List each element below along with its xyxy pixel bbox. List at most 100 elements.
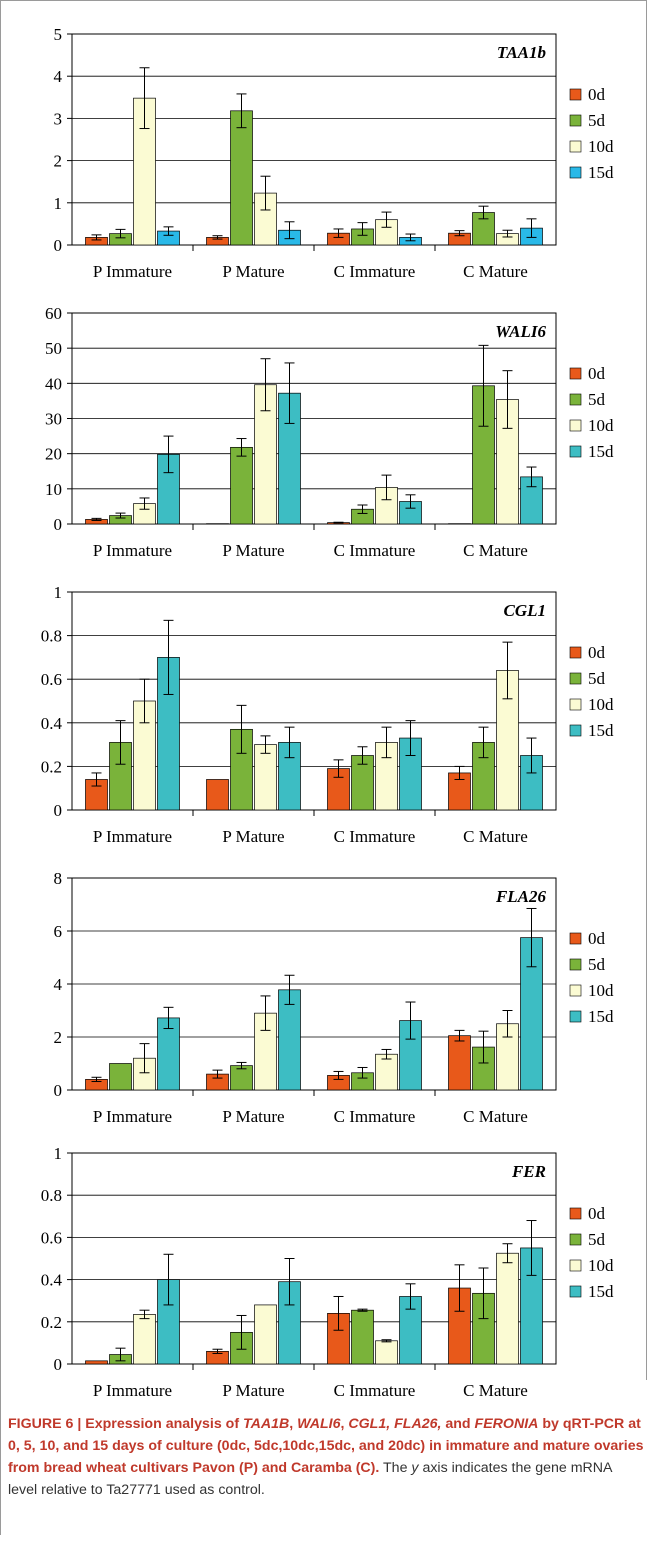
bar-5d: [351, 1309, 374, 1365]
legend-swatch-10d: [569, 419, 582, 432]
legend-swatch-10d: [569, 1259, 582, 1272]
legend-label-15d: 15d: [588, 1007, 614, 1026]
legend-swatch-15d: [569, 1010, 582, 1023]
y-tick-label: 8: [54, 869, 63, 888]
legend-label-10d: 10d: [588, 981, 614, 1000]
y-tick-label: 4: [54, 975, 63, 994]
legend-swatch-15d: [569, 724, 582, 737]
legend-swatch-5d: [569, 1233, 582, 1246]
legend-swatch-15d: [569, 445, 582, 458]
y-tick-label: 0: [54, 515, 63, 534]
bar-10d: [496, 1252, 519, 1365]
x-tick-label: C Mature: [463, 262, 528, 281]
figure-charts: 0 1 2 3 4 5 P Immature P Mature C Immature C Matu…: [41, 25, 615, 1400]
legend-label-0d: 0d: [588, 643, 606, 662]
chart-panel-wali6: 0 10 20 30 40 50 60 P Immature P Mature C Immatur…: [45, 304, 614, 560]
bar-10d: [254, 1304, 277, 1365]
y-tick-label: 2: [54, 152, 63, 171]
legend-swatch-0d: [569, 88, 582, 101]
y-tick-label: 0.2: [41, 757, 62, 776]
chart-title: TAA1b: [497, 43, 546, 62]
x-tick-label: P Immature: [93, 262, 172, 281]
y-tick-label: 20: [45, 445, 62, 464]
legend-label-0d: 0d: [588, 1204, 606, 1223]
y-tick-label: 1: [54, 194, 63, 213]
caption-gene-taa1b: TAA1B: [243, 1416, 290, 1432]
chart-panel-cgl1: 0 0.2 0.4 0.6 0.8 1 P Immature P Mature C Immatu…: [41, 583, 614, 846]
legend-swatch-0d: [569, 367, 582, 380]
caption-text-pre: The: [379, 1460, 412, 1476]
chart-panel-fer: 0 0.2 0.4 0.6 0.8 1 P Immature P Mature C Immatu…: [41, 1144, 614, 1400]
y-tick-label: 1: [54, 1144, 63, 1163]
legend-label-5d: 5d: [588, 111, 606, 130]
bar-5d: [230, 446, 253, 525]
y-tick-label: 0.4: [41, 1271, 63, 1290]
y-tick-label: 0.6: [41, 1228, 62, 1247]
legend-swatch-0d: [569, 932, 582, 945]
y-tick-label: 0.4: [41, 714, 63, 733]
caption-sep: and: [441, 1416, 475, 1432]
caption-heading-rest: by qRT-PCR at 0, 5, 10, and 15 days of c…: [8, 1416, 644, 1476]
caption-text-post: axis indicates the gene mRNA level relat…: [8, 1460, 612, 1498]
x-tick-label: C Immature: [334, 1107, 416, 1126]
x-tick-label: C Immature: [334, 1381, 416, 1400]
bar-5d: [109, 1063, 132, 1091]
x-tick-label: C Immature: [334, 541, 416, 560]
legend-label-10d: 10d: [588, 695, 614, 714]
legend-label-15d: 15d: [588, 442, 614, 461]
chart-title: FER: [511, 1162, 546, 1181]
caption-gene-cgl1-fla26: CGL1, FLA26,: [348, 1416, 442, 1432]
legend-label-0d: 0d: [588, 364, 606, 383]
legend-swatch-15d: [569, 166, 582, 179]
legend-label-15d: 15d: [588, 1282, 614, 1301]
y-tick-label: 3: [54, 109, 63, 128]
x-tick-label: C Mature: [463, 1381, 528, 1400]
x-tick-label: C Mature: [463, 541, 528, 560]
y-tick-label: 0.2: [41, 1313, 62, 1332]
bar-10d: [133, 1314, 156, 1365]
y-tick-label: 1: [54, 583, 63, 602]
bar-0d: [448, 1035, 471, 1091]
chart-title: FLA26: [495, 887, 547, 906]
y-tick-label: 0: [54, 236, 63, 255]
y-tick-label: 30: [45, 410, 62, 429]
x-tick-label: P Mature: [222, 541, 284, 560]
x-tick-label: P Mature: [222, 262, 284, 281]
x-tick-label: C Mature: [463, 827, 528, 846]
caption-text: The y axis indicates the gene mRNA level…: [8, 1460, 612, 1498]
y-tick-label: 0: [54, 1355, 63, 1374]
legend-label-0d: 0d: [588, 85, 606, 104]
legend-swatch-10d: [569, 698, 582, 711]
x-tick-label: C Immature: [334, 827, 416, 846]
bar-0d: [448, 523, 471, 525]
chart-panel-taa1b: 0 1 2 3 4 5 P Immature P Mature C Immature C Matu…: [54, 25, 615, 281]
caption-sep: ,: [289, 1416, 298, 1432]
y-tick-label: 5: [54, 25, 63, 44]
y-tick-label: 10: [45, 480, 62, 499]
bar-10d: [254, 744, 277, 811]
legend-swatch-15d: [569, 1285, 582, 1298]
chart-panel-fla26: 0 2 4 6 8 P Immature P Mature C Immature C Matur…: [54, 869, 615, 1126]
caption-gene-wali6: WALI6: [297, 1416, 341, 1432]
bar-10d: [375, 1053, 398, 1091]
legend-label-10d: 10d: [588, 1256, 614, 1275]
y-tick-label: 0.6: [41, 670, 62, 689]
bar-5d: [230, 110, 253, 246]
y-tick-label: 0.8: [41, 1186, 62, 1205]
caption-figure-label: FIGURE 6 | Expression analysis of: [8, 1416, 243, 1432]
legend-label-10d: 10d: [588, 137, 614, 156]
legend-swatch-5d: [569, 958, 582, 971]
chart-title: WALI6: [495, 322, 546, 341]
x-tick-label: P Immature: [93, 541, 172, 560]
x-tick-label: P Mature: [222, 1107, 284, 1126]
y-tick-label: 4: [54, 67, 63, 86]
legend-label-10d: 10d: [588, 416, 614, 435]
caption-sep: ,: [340, 1416, 349, 1432]
legend-label-15d: 15d: [588, 721, 614, 740]
y-tick-label: 50: [45, 339, 62, 358]
y-tick-label: 0.8: [41, 627, 62, 646]
x-tick-label: C Immature: [334, 262, 416, 281]
legend-swatch-10d: [569, 984, 582, 997]
caption-gene-feronia: FERONIA: [474, 1416, 539, 1432]
